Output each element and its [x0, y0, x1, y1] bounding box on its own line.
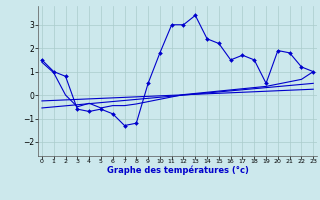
X-axis label: Graphe des températures (°c): Graphe des températures (°c): [107, 166, 249, 175]
